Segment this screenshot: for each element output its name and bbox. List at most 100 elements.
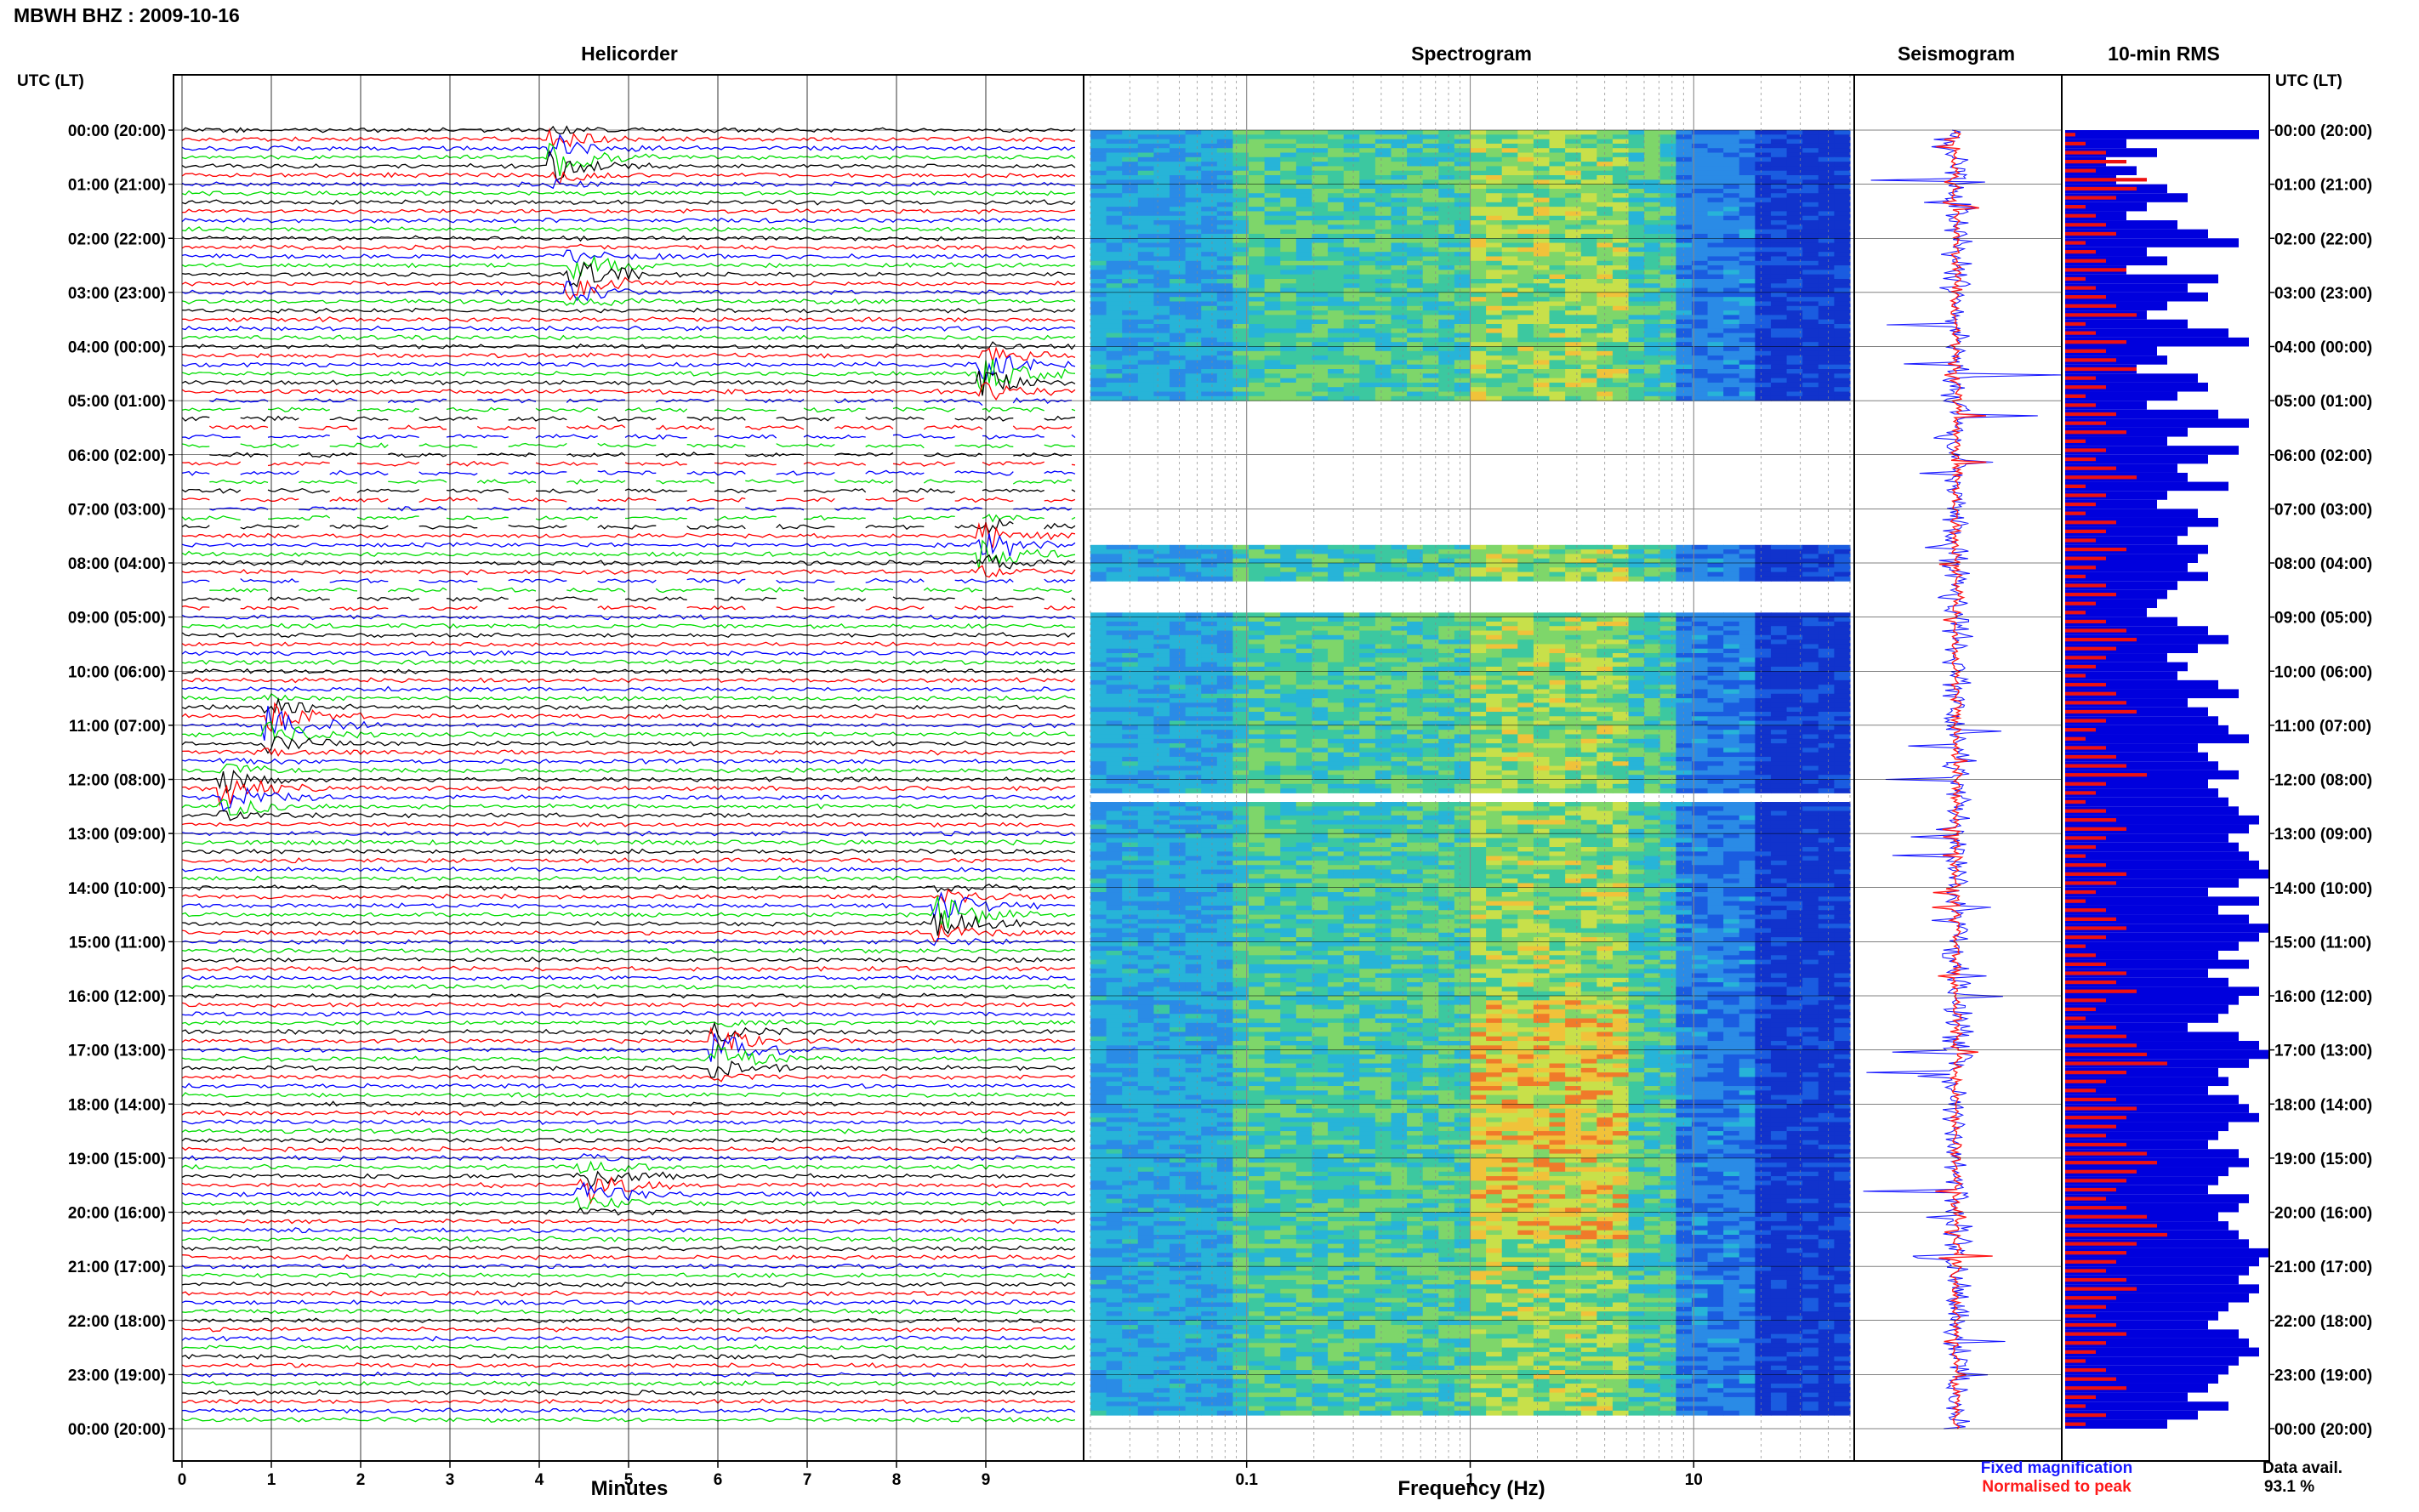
spectrogram-cell — [1312, 310, 1329, 315]
spectrogram-cell — [1470, 693, 1487, 699]
spectrogram-cell — [1137, 621, 1155, 627]
spectrogram-cell — [1137, 634, 1155, 640]
spectrogram-cell — [1343, 648, 1360, 654]
spectrogram-cell — [1122, 193, 1139, 199]
spectrogram-cell — [1501, 685, 1518, 690]
spectrogram-cell — [1454, 184, 1471, 190]
spectrogram-cell — [1280, 612, 1297, 618]
spectrogram-cell — [1391, 355, 1408, 361]
spectrogram-cell — [1770, 549, 1788, 554]
spectrogram-cell — [1739, 738, 1756, 744]
spectrogram-cell — [1770, 671, 1788, 677]
spectrogram-cell — [1755, 202, 1772, 207]
spectrogram-cell — [1739, 247, 1756, 253]
spectrogram-cell — [1755, 558, 1772, 564]
spectrogram-cell — [1264, 378, 1281, 384]
spectrogram-cell — [1264, 238, 1281, 244]
spectrogram-cell — [1391, 139, 1408, 145]
spectrogram-cell — [1153, 675, 1170, 681]
spectrogram-cell — [1612, 544, 1630, 550]
spectrogram-cell — [1707, 297, 1724, 302]
spectrogram-cell — [1328, 310, 1345, 315]
spectrogram-cell — [1770, 179, 1788, 185]
spectrogram-cell — [1407, 382, 1424, 388]
spectrogram-cell — [1280, 743, 1297, 748]
spectrogram-cell — [1280, 130, 1297, 135]
spectrogram-cell — [1438, 747, 1455, 753]
spectrogram-cell — [1786, 360, 1803, 366]
spectrogram-cell — [1565, 702, 1582, 708]
spectrogram-cell — [1707, 666, 1724, 672]
spectrogram-cell — [1359, 274, 1376, 280]
spectrogram-cell — [1295, 175, 1313, 180]
spectrogram-cell — [1375, 207, 1392, 212]
spectrogram-cell — [1470, 215, 1487, 221]
spectrogram-cell — [1612, 549, 1630, 554]
spectrogram-cell — [1232, 162, 1249, 167]
spectrogram-cell — [1597, 730, 1614, 735]
spectrogram-cell — [1391, 337, 1408, 343]
spectrogram-cell — [1106, 549, 1123, 554]
spectrogram-cell — [1295, 156, 1313, 162]
spectrogram-cell — [1486, 752, 1503, 758]
spectrogram-cell — [1185, 630, 1202, 636]
spectrogram-cell — [1755, 725, 1772, 730]
spectrogram-cell — [1739, 576, 1756, 582]
spectrogram-cell — [1470, 310, 1487, 315]
spectrogram-cell — [1280, 698, 1297, 703]
spectrogram-cell — [1676, 166, 1693, 172]
spectrogram-cell — [1834, 220, 1851, 225]
spectrogram-cell — [1375, 369, 1392, 374]
spectrogram-cell — [1343, 634, 1360, 640]
spectrogram-cell — [1691, 337, 1709, 343]
spectrogram-cell — [1359, 292, 1376, 298]
spectrogram-cell — [1486, 323, 1503, 329]
spectrogram-cell — [1707, 202, 1724, 207]
spectrogram-cell — [1137, 693, 1155, 699]
spectrogram-cell — [1707, 346, 1724, 352]
spectrogram-cell — [1170, 657, 1187, 663]
spectrogram-cell — [1280, 662, 1297, 668]
spectrogram-cell — [1565, 260, 1582, 266]
spectrogram-cell — [1391, 644, 1408, 650]
spectrogram-cell — [1486, 567, 1503, 573]
spectrogram-cell — [1295, 188, 1313, 194]
spectrogram-cell — [1232, 653, 1249, 658]
spectrogram-cell — [1407, 743, 1424, 748]
spectrogram-cell — [1280, 346, 1297, 352]
spectrogram-cell — [1533, 270, 1551, 276]
spectrogram-cell — [1676, 301, 1693, 307]
spectrogram-cell — [1122, 265, 1139, 270]
spectrogram-cell — [1565, 549, 1582, 554]
spectrogram-cell — [1185, 752, 1202, 758]
spectrogram-cell — [1802, 395, 1819, 401]
spectrogram-cell — [1343, 278, 1360, 284]
spectrogram-cell — [1612, 567, 1630, 573]
spectrogram-cell — [1106, 689, 1123, 695]
spectrogram-cell — [1786, 256, 1803, 262]
spectrogram-cell — [1628, 305, 1645, 311]
spectrogram-cell — [1517, 360, 1534, 366]
spectrogram-cell — [1770, 653, 1788, 658]
spectrogram-cell — [1786, 278, 1803, 284]
spectrogram-cell — [1501, 238, 1518, 244]
spectrogram-cell — [1517, 387, 1534, 393]
spectrogram-cell — [1312, 301, 1329, 307]
spectrogram-cell — [1422, 355, 1439, 361]
spectrogram-cell — [1295, 549, 1313, 554]
spectrogram-cell — [1802, 252, 1819, 257]
spectrogram-cell — [1676, 130, 1693, 135]
spectrogram-cell — [1707, 679, 1724, 685]
spectrogram-cell — [1691, 698, 1709, 703]
spectrogram-cell — [1580, 260, 1597, 266]
spectrogram-cell — [1422, 617, 1439, 622]
spectrogram-cell — [1486, 283, 1503, 289]
spectrogram-cell — [1723, 567, 1740, 573]
spectrogram-cell — [1201, 369, 1218, 374]
spectrogram-cell — [1438, 242, 1455, 248]
spectrogram-cell — [1422, 711, 1439, 717]
spectrogram-cell — [1391, 698, 1408, 703]
spectrogram-cell — [1802, 571, 1819, 577]
spectrogram-cell — [1533, 175, 1551, 180]
spectrogram-cell — [1659, 387, 1676, 393]
